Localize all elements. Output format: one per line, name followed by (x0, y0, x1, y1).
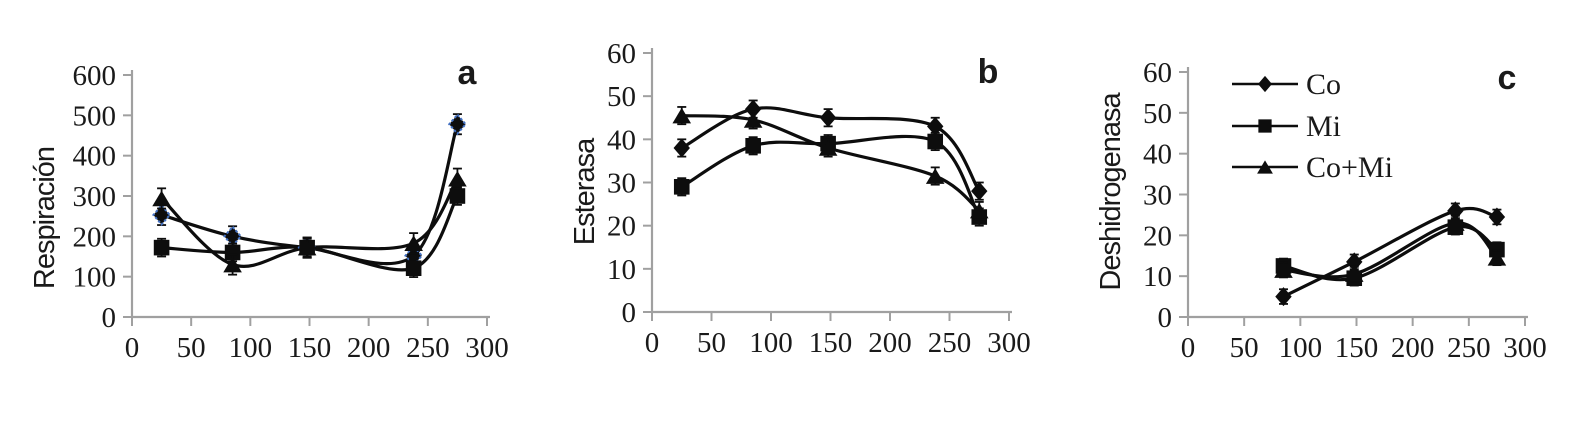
x-tick-label: 150 (288, 332, 332, 364)
diamond-marker-Co (447, 113, 467, 136)
x-tick-label: 100 (229, 332, 273, 364)
legend-label-co: Co (1306, 68, 1341, 101)
panel-c-letter: c (1498, 59, 1517, 97)
panel-c-ylabel: Deshidrogenasa (1095, 92, 1127, 291)
triangle-marker-Co+Mi (1446, 215, 1465, 231)
y-tick-label: 40 (607, 124, 636, 156)
triangle-marker-Co+Mi (404, 235, 423, 251)
triangle-marker-Co+Mi (223, 256, 242, 273)
square-marker-Mi-legend (1258, 119, 1272, 133)
panel-b-letter: b (978, 53, 999, 91)
square-marker-Mi (224, 244, 241, 261)
y-tick-label: 20 (607, 211, 636, 243)
diamond-marker-Co (673, 138, 690, 158)
triangle-marker-Co+Mi (743, 112, 763, 128)
y-tick-label: 200 (73, 221, 117, 253)
y-tick-label: 30 (1143, 180, 1172, 212)
y-tick-label: 0 (1158, 302, 1173, 334)
panel-b-ylabel: Esterasa (569, 137, 601, 245)
y-tick-label: 500 (73, 100, 117, 132)
x-tick-label: 300 (1503, 332, 1547, 364)
y-tick-label: 30 (607, 168, 636, 200)
panel-b-plot-area: 0 10 20 30 40 50 60 0 50 100 150 200 250 300 (607, 38, 1031, 359)
y-tick-label: 0 (622, 297, 637, 329)
legend-marks (1232, 75, 1298, 174)
y-tick-label: 60 (1143, 57, 1172, 89)
square-marker-Mi (927, 133, 944, 150)
panel-c: 0 10 20 30 40 50 60 0 50 100 150 200 250 300 Deshidro… (1095, 57, 1547, 364)
x-tick-label: 300 (987, 327, 1031, 359)
diamond-marker-Co (1488, 207, 1506, 227)
series-line-Mi (1281, 225, 1499, 282)
y-tick-label: 100 (73, 262, 117, 294)
y-tick-label: 50 (607, 81, 636, 113)
square-marker-Mi (745, 138, 761, 154)
square-marker-Mi (449, 188, 466, 204)
y-tick-label: 300 (73, 181, 117, 213)
diamond-marker-Co (927, 116, 944, 136)
x-tick-label: 250 (1447, 332, 1491, 364)
x-tick-label: 300 (465, 332, 509, 364)
triangle-marker-Co+Mi-legend (1257, 160, 1273, 174)
square-marker-Mi (153, 239, 170, 256)
triangle-marker-Co+Mi (925, 168, 945, 184)
x-tick-label: 250 (406, 332, 450, 364)
x-tick-label: 100 (749, 327, 793, 359)
x-tick-label: 50 (177, 332, 206, 364)
triangle-marker-Co+Mi (1344, 266, 1364, 282)
diamond-marker-Co (971, 181, 988, 201)
y-tick-label: 10 (1143, 261, 1172, 293)
panel-c-plot-area: 0 10 20 30 40 50 60 0 50 100 150 200 250 300 (1143, 57, 1547, 364)
x-tick-label: 150 (809, 327, 853, 359)
triangle-marker-Co+Mi (818, 140, 838, 156)
y-tick-label: 0 (102, 302, 117, 334)
x-tick-label: 100 (1279, 332, 1323, 364)
y-tick-label: 400 (73, 141, 117, 173)
x-tick-label: 200 (868, 327, 912, 359)
x-tick-label: 0 (125, 332, 140, 364)
triangle-marker-Co+Mi (297, 239, 317, 256)
panel-c-legend: Co Mi Co+Mi (1232, 68, 1393, 184)
x-tick-label: 50 (697, 327, 726, 359)
x-tick-label: 200 (1391, 332, 1435, 364)
triangle-marker-Co+Mi (152, 190, 171, 207)
panel-a-plot-area: 0 100 200 300 400 500 600 0 50 100 150 200 250 300 (73, 60, 509, 364)
panel-a: 0 100 200 300 400 500 600 0 50 100 150 200 250 300 Re… (29, 54, 509, 364)
triangle-marker-Co+Mi (672, 107, 692, 124)
diamond-marker-Co (819, 108, 837, 128)
diamond-marker-Co (152, 203, 172, 226)
square-marker-Mi (673, 179, 690, 195)
x-tick-label: 250 (928, 327, 972, 359)
legend-label-mi: Mi (1306, 110, 1341, 143)
y-tick-label: 10 (607, 254, 636, 286)
legend-label-co-mi: Co+Mi (1306, 151, 1393, 184)
panel-b: 0 10 20 30 40 50 60 0 50 100 150 200 250 300 Esterasa… (569, 38, 1031, 359)
x-tick-label: 50 (1230, 332, 1259, 364)
series-line-Co (1281, 206, 1499, 299)
triangle-marker-Co+Mi (969, 202, 989, 219)
diamond-marker-Co (744, 99, 762, 119)
x-tick-label: 0 (1181, 332, 1196, 364)
y-tick-label: 600 (73, 60, 117, 92)
x-tick-label: 200 (347, 332, 391, 364)
diamond-marker-Co-legend (1258, 75, 1272, 93)
triangle-marker-Co+Mi (1487, 249, 1507, 266)
y-tick-label: 50 (1143, 98, 1172, 130)
diamond-marker-Co (1275, 287, 1292, 307)
y-tick-label: 20 (1143, 220, 1172, 252)
y-tick-label: 60 (607, 38, 636, 70)
y-tick-label: 40 (1143, 139, 1172, 171)
panel-a-letter: a (458, 54, 478, 92)
panel-a-ylabel: Respiración (29, 147, 61, 289)
square-marker-Mi (405, 260, 422, 276)
series-line-Co+Mi (1281, 221, 1499, 279)
triangle-marker-Co+Mi (448, 170, 467, 187)
triangle-marker-Co+Mi (1274, 262, 1293, 278)
x-tick-label: 0 (645, 327, 660, 359)
x-tick-label: 150 (1335, 332, 1379, 364)
